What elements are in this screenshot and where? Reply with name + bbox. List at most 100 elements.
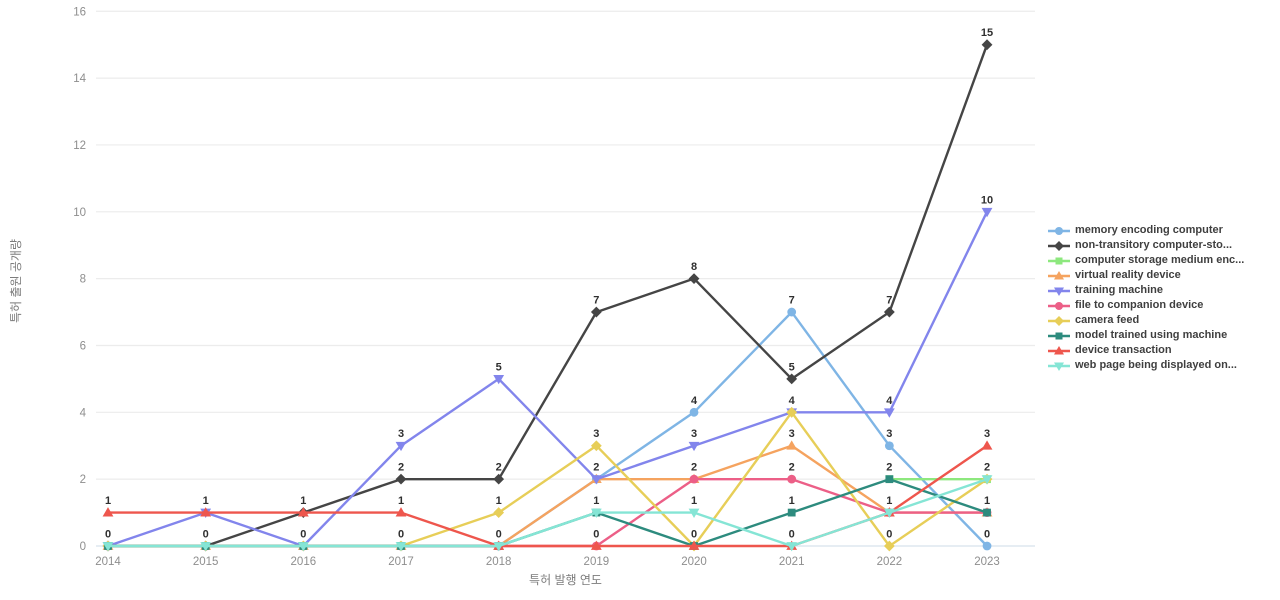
data-point-marker [981,39,993,51]
y-tick-label: 16 [73,6,86,18]
data-point-marker [1055,257,1063,264]
point-value-label: 5 [789,361,795,373]
data-point-marker [395,473,407,485]
data-point-marker [885,475,894,484]
x-tick-label: 2016 [291,556,317,568]
data-point-marker [883,306,895,318]
point-value-label: 3 [593,428,599,440]
point-value-label: 2 [593,462,599,474]
point-value-label: 0 [398,529,404,541]
y-tick-label: 6 [80,340,86,352]
data-point-marker [590,306,602,318]
legend-label: non-transitory computer-sto... [1075,239,1233,251]
legend-label: memory encoding computer [1075,224,1223,236]
point-value-label: 15 [981,27,993,39]
data-point-marker [493,507,505,518]
point-value-label: 0 [496,529,502,541]
y-axis-title: 특허 출원 공개량 [9,239,23,323]
legend-item-file-to-companion-device[interactable]: file to companion device [1048,298,1244,313]
legend-item-memory-encoding-computer[interactable]: memory encoding computer [1048,223,1244,238]
point-value-label: 2 [789,462,795,474]
y-tick-label: 12 [73,140,86,152]
camera-feed-legend-marker-icon [1048,315,1070,326]
point-value-label: 1 [886,495,892,507]
point-value-label: 2 [398,462,404,474]
y-tick-label: 8 [80,274,86,286]
training-machine-legend-marker-icon [1048,287,1070,296]
data-point-marker [981,440,993,450]
data-point-marker [1054,287,1064,296]
series-line [108,478,988,548]
data-point-marker [590,475,602,485]
data-point-marker [1055,226,1063,235]
y-tick-label: 14 [73,73,86,85]
data-point-marker [688,508,700,518]
device-transaction-legend-marker-icon [1048,345,1070,354]
data-point-marker [1054,240,1064,251]
point-value-label: 3 [789,428,795,440]
point-value-label: 0 [203,529,209,541]
point-value-label: 4 [886,395,893,407]
chart-legend: memory encoding computer non-transitory c… [1048,223,1244,373]
point-value-label: 3 [691,428,697,440]
x-tick-label: 2014 [95,556,121,568]
data-point-marker [883,540,895,552]
data-point-marker [786,542,798,552]
data-point-marker [787,474,797,484]
data-point-marker [981,207,993,218]
legend-item-model-trained-using-machine[interactable]: model trained using machine [1048,328,1244,343]
legend-label: camera feed [1075,314,1140,326]
legend-item-non-transitory-computer-sto[interactable]: non-transitory computer-sto... [1048,238,1244,253]
data-point-marker [1054,315,1064,326]
memory-encoding-computer-legend-marker-icon [1048,226,1070,235]
data-point-marker [493,542,505,552]
data-point-marker [786,406,798,418]
point-value-label: 0 [300,529,306,541]
point-value-label: 1 [691,495,697,507]
data-point-marker [689,407,699,417]
legend-item-camera-feed[interactable]: camera feed [1048,313,1244,328]
data-point-marker [200,507,212,517]
model-trained-using-machine-legend-marker-icon [1048,332,1070,339]
data-point-marker [590,540,602,550]
point-value-label: 3 [886,428,892,440]
data-point-marker [590,440,602,452]
data-point-marker [883,508,895,518]
y-tick-label: 4 [80,407,87,419]
data-point-marker [493,375,505,385]
legend-item-training-machine[interactable]: training machine [1048,283,1244,298]
x-tick-label: 2021 [779,556,805,568]
web-page-being-displayed-on-legend-marker-icon [1048,362,1070,371]
point-value-label: 1 [300,495,306,507]
legend-item-web-page-being-displayed-on[interactable]: web page being displayed on... [1048,358,1244,373]
data-point-marker [395,542,407,552]
data-point-marker [983,508,991,517]
point-value-label: 7 [593,295,599,307]
data-point-marker [590,508,602,518]
legend-item-device-transaction[interactable]: device transaction [1048,343,1244,358]
point-value-label: 4 [691,395,698,407]
y-tick-label: 0 [80,541,86,553]
legend-label: training machine [1075,284,1164,296]
series-training-machine [102,207,993,552]
data-point-marker [688,540,700,550]
point-value-label: 2 [886,462,892,474]
computer-storage-medium-enc-legend-marker-icon [1048,257,1070,264]
data-point-marker [200,542,212,552]
point-value-label: 2 [691,462,697,474]
legend-item-computer-storage-medium-enc[interactable]: computer storage medium enc... [1048,253,1244,268]
point-value-label: 4 [789,395,796,407]
data-point-marker [395,441,407,452]
data-point-marker [1055,301,1063,310]
point-value-label: 0 [105,529,111,541]
legend-label: model trained using machine [1075,329,1228,341]
series-line [108,44,989,548]
legend-item-virtual-reality-device[interactable]: virtual reality device [1048,268,1244,283]
data-point-marker [102,542,114,552]
x-tick-label: 2022 [877,556,903,568]
point-value-label: 0 [789,529,795,541]
data-point-marker [395,507,407,517]
non-transitory-computer-sto-legend-marker-icon [1048,240,1070,251]
legend-label: device transaction [1075,344,1172,356]
